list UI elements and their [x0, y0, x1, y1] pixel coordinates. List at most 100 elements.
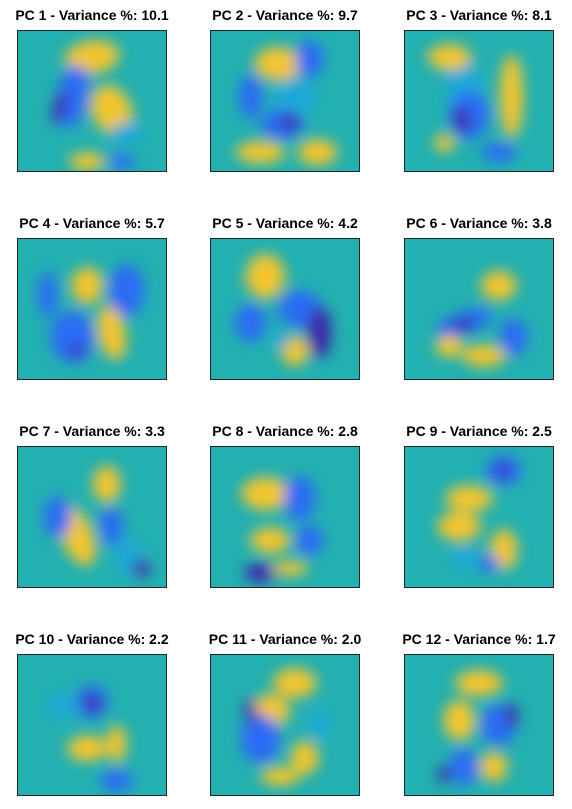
heatmap-region: [450, 318, 474, 332]
pc-panel-4: PC 4 - Variance %: 5.7: [0, 212, 187, 380]
heatmap-region: [479, 752, 508, 782]
heatmap-svg: [211, 239, 359, 379]
heatmap-region: [462, 344, 506, 367]
heatmap-background: [18, 655, 166, 795]
heatmap-region: [84, 694, 100, 713]
pc-heatmap-image: [210, 238, 360, 380]
heatmap-region: [37, 271, 58, 319]
heatmap-svg: [405, 655, 553, 795]
heatmap-region: [480, 270, 517, 301]
heatmap-region: [445, 485, 493, 512]
heatmap-svg: [211, 31, 359, 171]
heatmap-region: [295, 525, 324, 556]
pc-heatmap-image: [404, 654, 554, 796]
heatmap-region: [234, 304, 267, 342]
heatmap-region: [67, 735, 107, 762]
panel-title: PC 11 - Variance %: 2.0: [208, 631, 362, 647]
heatmap-region: [272, 560, 308, 576]
heatmap-region: [450, 547, 479, 571]
heatmap-blobs: [46, 684, 133, 793]
heatmap-blobs: [234, 253, 332, 366]
heatmap-region: [505, 702, 518, 729]
heatmap-blobs: [241, 475, 324, 583]
pc-panel-10: PC 10 - Variance %: 2.2: [0, 628, 187, 796]
heatmap-region: [480, 143, 517, 162]
heatmap-region: [100, 769, 133, 793]
heatmap-region: [499, 54, 524, 139]
heatmap-region: [479, 554, 499, 573]
heatmap-blobs: [427, 44, 524, 162]
heatmap-region: [108, 264, 145, 317]
heatmap-blobs: [37, 264, 145, 364]
heatmap-region: [284, 475, 316, 521]
heatmap-svg: [18, 239, 166, 379]
pc-panel-7: PC 7 - Variance %: 3.3: [0, 420, 187, 588]
heatmap-svg: [211, 447, 359, 587]
heatmap-svg: [18, 447, 166, 587]
heatmap-region: [235, 141, 285, 164]
heatmap-region: [107, 154, 136, 170]
heatmap-blobs: [438, 669, 518, 786]
panel-title: PC 2 - Variance %: 9.7: [212, 7, 358, 23]
heatmap-region: [273, 668, 317, 698]
heatmap-region: [240, 714, 281, 764]
panel-title: PC 7 - Variance %: 3.3: [19, 423, 165, 439]
heatmap-region: [437, 511, 481, 542]
heatmap-region: [435, 335, 464, 358]
heatmap-region: [273, 77, 317, 115]
heatmap-svg: [18, 655, 166, 795]
heatmap-region: [106, 725, 127, 763]
heatmap-region: [244, 697, 257, 725]
pc-heatmap-image: [404, 446, 554, 588]
pc-panel-1: PC 1 - Variance %: 10.1: [0, 4, 187, 172]
heatmap-region: [282, 113, 298, 132]
heatmap-blobs: [435, 270, 528, 367]
heatmap-region: [241, 476, 289, 511]
heatmap-blobs: [43, 465, 150, 578]
pc-heatmap-image: [210, 30, 360, 172]
heatmap-region: [250, 527, 290, 554]
pc-panel-6: PC 6 - Variance %: 3.8: [384, 212, 572, 380]
heatmap-svg: [405, 447, 553, 587]
panel-title: PC 10 - Variance %: 2.2: [15, 631, 169, 647]
heatmap-region: [260, 767, 300, 786]
heatmap-region: [454, 106, 471, 133]
pc-heatmap-image: [404, 30, 554, 172]
pc-panel-9: PC 9 - Variance %: 2.5: [384, 420, 572, 588]
pc-heatmap-image: [17, 30, 167, 172]
heatmap-svg: [405, 239, 553, 379]
heatmap-background: [405, 447, 553, 587]
heatmap-region: [110, 122, 143, 145]
pc-panel-12: PC 12 - Variance %: 1.7: [384, 628, 572, 796]
pc-heatmap-image: [404, 238, 554, 380]
pc-panel-5: PC 5 - Variance %: 4.2: [190, 212, 380, 380]
pc-heatmap-image: [210, 654, 360, 796]
heatmap-region: [97, 304, 127, 361]
heatmap-region: [497, 462, 510, 478]
panel-title: PC 4 - Variance %: 5.7: [19, 215, 165, 231]
heatmap-region: [427, 44, 472, 71]
heatmap-region: [438, 765, 451, 784]
heatmap-region: [254, 46, 302, 81]
heatmap-region: [244, 563, 277, 583]
heatmap-region: [52, 91, 67, 124]
heatmap-region: [133, 559, 150, 578]
heatmap-region: [499, 318, 528, 356]
panel-title: PC 3 - Variance %: 8.1: [406, 7, 552, 23]
heatmap-region: [99, 507, 124, 545]
heatmap-region: [92, 465, 121, 503]
pc-heatmap-image: [17, 238, 167, 380]
panel-title: PC 9 - Variance %: 2.5: [406, 423, 552, 439]
panel-title: PC 8 - Variance %: 2.8: [212, 423, 358, 439]
pc-panel-11: PC 11 - Variance %: 2.0: [190, 628, 380, 796]
panel-title: PC 5 - Variance %: 4.2: [212, 215, 358, 231]
heatmap-region: [434, 133, 455, 153]
heatmap-region: [290, 740, 319, 775]
heatmap-region: [297, 139, 338, 166]
heatmap-region: [238, 73, 263, 119]
heatmap-region: [69, 152, 105, 171]
panel-title: PC 12 - Variance %: 1.7: [402, 631, 556, 647]
heatmap-blobs: [437, 455, 522, 573]
heatmap-blobs: [235, 40, 338, 166]
